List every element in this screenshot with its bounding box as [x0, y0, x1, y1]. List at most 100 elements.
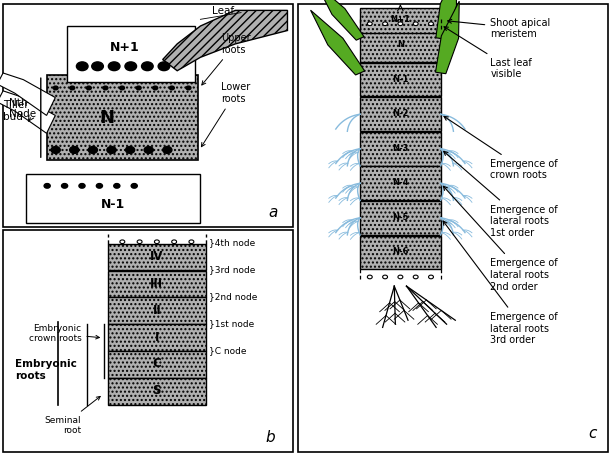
Circle shape: [142, 62, 153, 71]
Bar: [108, 378, 207, 404]
Text: c: c: [588, 426, 597, 441]
Circle shape: [367, 275, 372, 279]
Bar: [108, 244, 207, 270]
Text: III: III: [150, 277, 163, 290]
Polygon shape: [310, 10, 365, 75]
Text: Emergence of
lateral roots
2nd order: Emergence of lateral roots 2nd order: [444, 186, 558, 291]
Circle shape: [107, 146, 116, 153]
Text: a: a: [268, 206, 277, 220]
Text: b: b: [265, 431, 275, 445]
Circle shape: [413, 275, 418, 279]
Circle shape: [153, 86, 158, 90]
Circle shape: [79, 184, 85, 188]
Circle shape: [108, 62, 120, 71]
Polygon shape: [0, 91, 55, 133]
Text: N-1: N-1: [392, 74, 409, 84]
Text: N-5: N-5: [392, 213, 409, 222]
Text: Emergence of
lateral roots
1st order: Emergence of lateral roots 1st order: [444, 151, 558, 238]
Text: }1st node: }1st node: [209, 319, 255, 328]
Circle shape: [186, 86, 191, 90]
Text: S: S: [153, 384, 161, 397]
Text: C: C: [153, 358, 161, 370]
Text: Lower
roots: Lower roots: [202, 82, 250, 147]
Circle shape: [398, 22, 403, 26]
Text: II: II: [153, 303, 161, 317]
Polygon shape: [436, 0, 456, 39]
Text: N+1: N+1: [109, 41, 139, 54]
Circle shape: [103, 86, 108, 90]
Circle shape: [120, 240, 125, 244]
Bar: [298, 4, 608, 452]
Text: Upper
roots: Upper roots: [202, 33, 251, 85]
Circle shape: [367, 22, 372, 26]
Bar: [360, 28, 441, 62]
Circle shape: [131, 184, 137, 188]
Text: IV: IV: [150, 250, 164, 263]
Text: N-3: N-3: [392, 144, 409, 152]
Text: Tiller
bud: Tiller bud: [3, 100, 29, 122]
Circle shape: [136, 86, 141, 90]
Circle shape: [70, 146, 79, 153]
Text: N-2: N-2: [392, 109, 409, 118]
Circle shape: [114, 184, 120, 188]
Circle shape: [172, 240, 177, 244]
Bar: [360, 63, 441, 96]
Circle shape: [51, 146, 60, 153]
Polygon shape: [163, 11, 288, 71]
Circle shape: [398, 275, 403, 279]
Circle shape: [158, 62, 170, 71]
Bar: [108, 351, 207, 378]
Circle shape: [428, 275, 433, 279]
Text: Seminal
root: Seminal root: [45, 397, 100, 435]
Bar: [360, 235, 441, 269]
Circle shape: [125, 146, 134, 153]
Polygon shape: [316, 0, 364, 40]
Text: N-1: N-1: [101, 197, 125, 211]
Circle shape: [163, 146, 172, 153]
Text: }4th node: }4th node: [209, 238, 255, 247]
Bar: [67, 26, 194, 82]
Bar: [3, 230, 293, 452]
Circle shape: [76, 62, 88, 71]
Circle shape: [382, 22, 387, 26]
Text: I: I: [155, 330, 159, 343]
Bar: [360, 97, 441, 131]
Text: Last leaf
visible: Last leaf visible: [444, 27, 532, 79]
Bar: [360, 8, 441, 33]
Text: Embryonic
crown roots: Embryonic crown roots: [29, 324, 100, 343]
Text: Emergence of
lateral roots
3rd order: Emergence of lateral roots 3rd order: [443, 221, 558, 345]
Circle shape: [53, 86, 58, 90]
Text: Shoot apical
meristem: Shoot apical meristem: [448, 17, 551, 39]
Text: Leaf: Leaf: [212, 6, 234, 16]
Circle shape: [189, 240, 194, 244]
Circle shape: [120, 86, 125, 90]
Text: Nth
Node: Nth Node: [9, 98, 36, 119]
Circle shape: [428, 22, 433, 26]
Circle shape: [169, 86, 174, 90]
Circle shape: [62, 184, 68, 188]
Text: Embryonic
roots: Embryonic roots: [15, 359, 76, 381]
Polygon shape: [436, 1, 459, 74]
Circle shape: [137, 240, 142, 244]
Bar: [108, 325, 207, 351]
Text: N+1: N+1: [390, 16, 411, 24]
Text: N: N: [100, 109, 114, 127]
Bar: [26, 174, 200, 223]
Bar: [360, 132, 441, 166]
Polygon shape: [0, 73, 55, 115]
Text: }3rd node: }3rd node: [209, 265, 255, 274]
Circle shape: [144, 146, 153, 153]
Circle shape: [44, 184, 50, 188]
Circle shape: [97, 184, 103, 188]
Bar: [46, 75, 197, 160]
Circle shape: [88, 146, 97, 153]
Circle shape: [155, 240, 159, 244]
Text: }2nd node: }2nd node: [209, 292, 258, 301]
Circle shape: [382, 275, 387, 279]
Circle shape: [70, 86, 75, 90]
Bar: [360, 201, 441, 235]
Circle shape: [125, 62, 136, 71]
Text: N-6: N-6: [392, 247, 409, 256]
Circle shape: [413, 22, 418, 26]
Text: N-4: N-4: [392, 178, 409, 187]
